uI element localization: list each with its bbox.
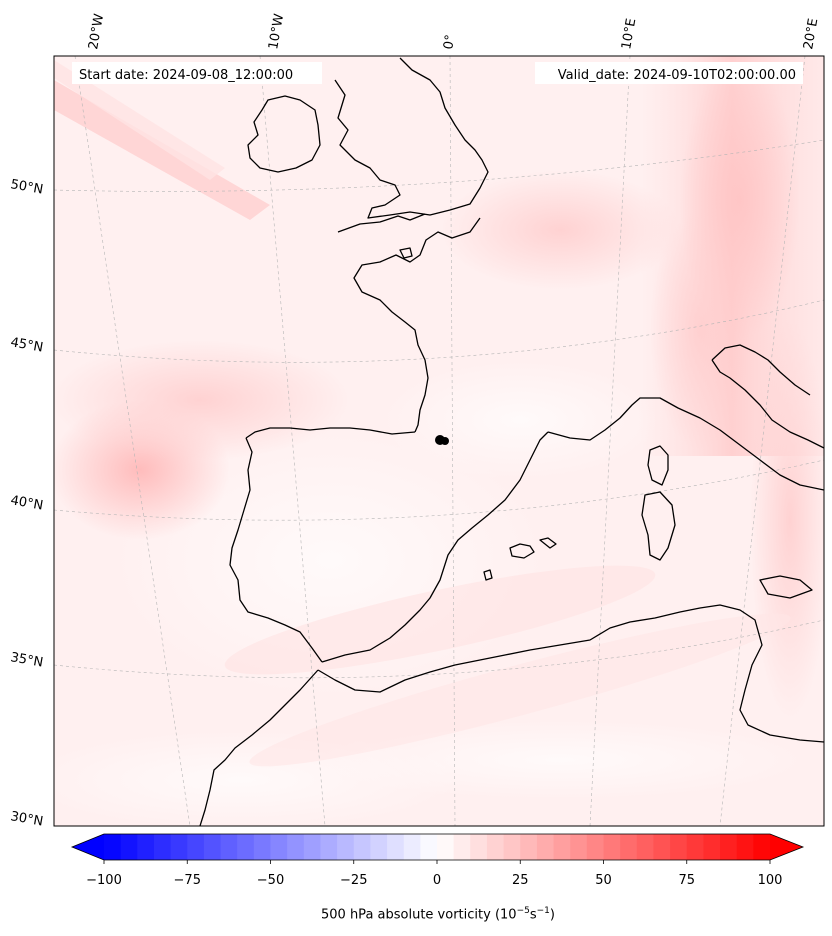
colorbar-segment [453,834,471,860]
colorbar-tick-label: −25 [340,873,367,888]
colorbar-segment [503,834,521,860]
colorbar-segment [270,834,288,860]
colorbar-segment [387,834,405,860]
colorbar-tick-label: 75 [678,873,695,888]
colorbar-segment [353,834,371,860]
colorbar-segment [303,834,322,860]
colorbar-segment [603,834,621,860]
lat-label-45n: 45°N [9,335,44,355]
colorbar-segment [153,834,172,860]
colorbar-segment [470,834,488,860]
colorbar-segment [703,834,721,860]
coastlines [199,57,824,826]
map-frame [53,55,825,827]
lon-label-10e: 10°E [619,17,639,50]
colorbar-segment [403,834,421,860]
start-date-text: Start date: 2024-09-08_12:00:00 [79,68,293,83]
colorbar-segment [536,834,555,860]
colorbar-segment [337,834,355,860]
lat-label-40n: 40°N [9,493,44,513]
colorbar-segment [220,834,238,860]
lon-label-10w: 10°W [266,13,287,51]
lat-label-30n: 30°N [9,809,44,829]
colorbar-segment [620,834,638,860]
start-date-box [72,62,322,84]
vorticity-field [54,56,824,826]
colorbar-label: 500 hPa absolute vorticity (10−5s−1) [321,906,555,923]
colorbar-high-extend [770,834,803,860]
lat-label-50n: 50°N [9,177,44,197]
colorbar-tick-label: 100 [758,873,783,888]
colorbar-segment [636,834,655,860]
colorbar-tick-label: 50 [595,873,612,888]
valid-date-text: Valid_date: 2024-09-10T02:00:00.00 [558,68,796,83]
colorbar-segment [253,834,272,860]
colorbar-segment [486,834,505,860]
colorbar-segment [203,834,222,860]
colorbar-tick-label: 0 [433,873,441,888]
colorbar-segment [370,834,388,860]
colorbar-segment [753,834,771,860]
colorbar-segment [570,834,588,860]
colorbar-segment [170,834,188,860]
colorbar-segment [686,834,704,860]
colorbar-low-extend [72,834,104,860]
colorbar-segment [287,834,305,860]
colorbar-segment [120,834,138,860]
valid-date-box [535,62,803,84]
lon-label-20w: 20°W [86,13,107,51]
colorbar-tick-label: −50 [257,873,284,888]
colorbar-segment [736,834,754,860]
colorbar-segment [237,834,255,860]
colorbar-segment [720,834,738,860]
colorbar-segment [187,834,205,860]
colorbar-segment [320,834,338,860]
colorbar-segment [670,834,688,860]
lat-label-35n: 35°N [9,650,44,670]
colorbar-segment [520,834,538,860]
colorbar-tick-label: 25 [512,873,529,888]
colorbar-segment [553,834,571,860]
graticule [54,56,824,826]
colorbar-segment [137,834,155,860]
lon-label-0: 0° [441,34,458,51]
colorbar-segment [104,834,122,860]
colorbar [104,834,771,860]
colorbar-tick-label: −75 [174,873,201,888]
lon-label-20e: 20°E [801,17,821,50]
colorbar-segment [420,834,438,860]
colorbar-tick-label: −100 [86,873,122,888]
colorbar-segment [586,834,605,860]
colorbar-segment [437,834,455,860]
colorbar-segment [653,834,671,860]
colorbar-ticks: −100 −75 −50 −25 0 25 50 75 100 [86,860,782,888]
